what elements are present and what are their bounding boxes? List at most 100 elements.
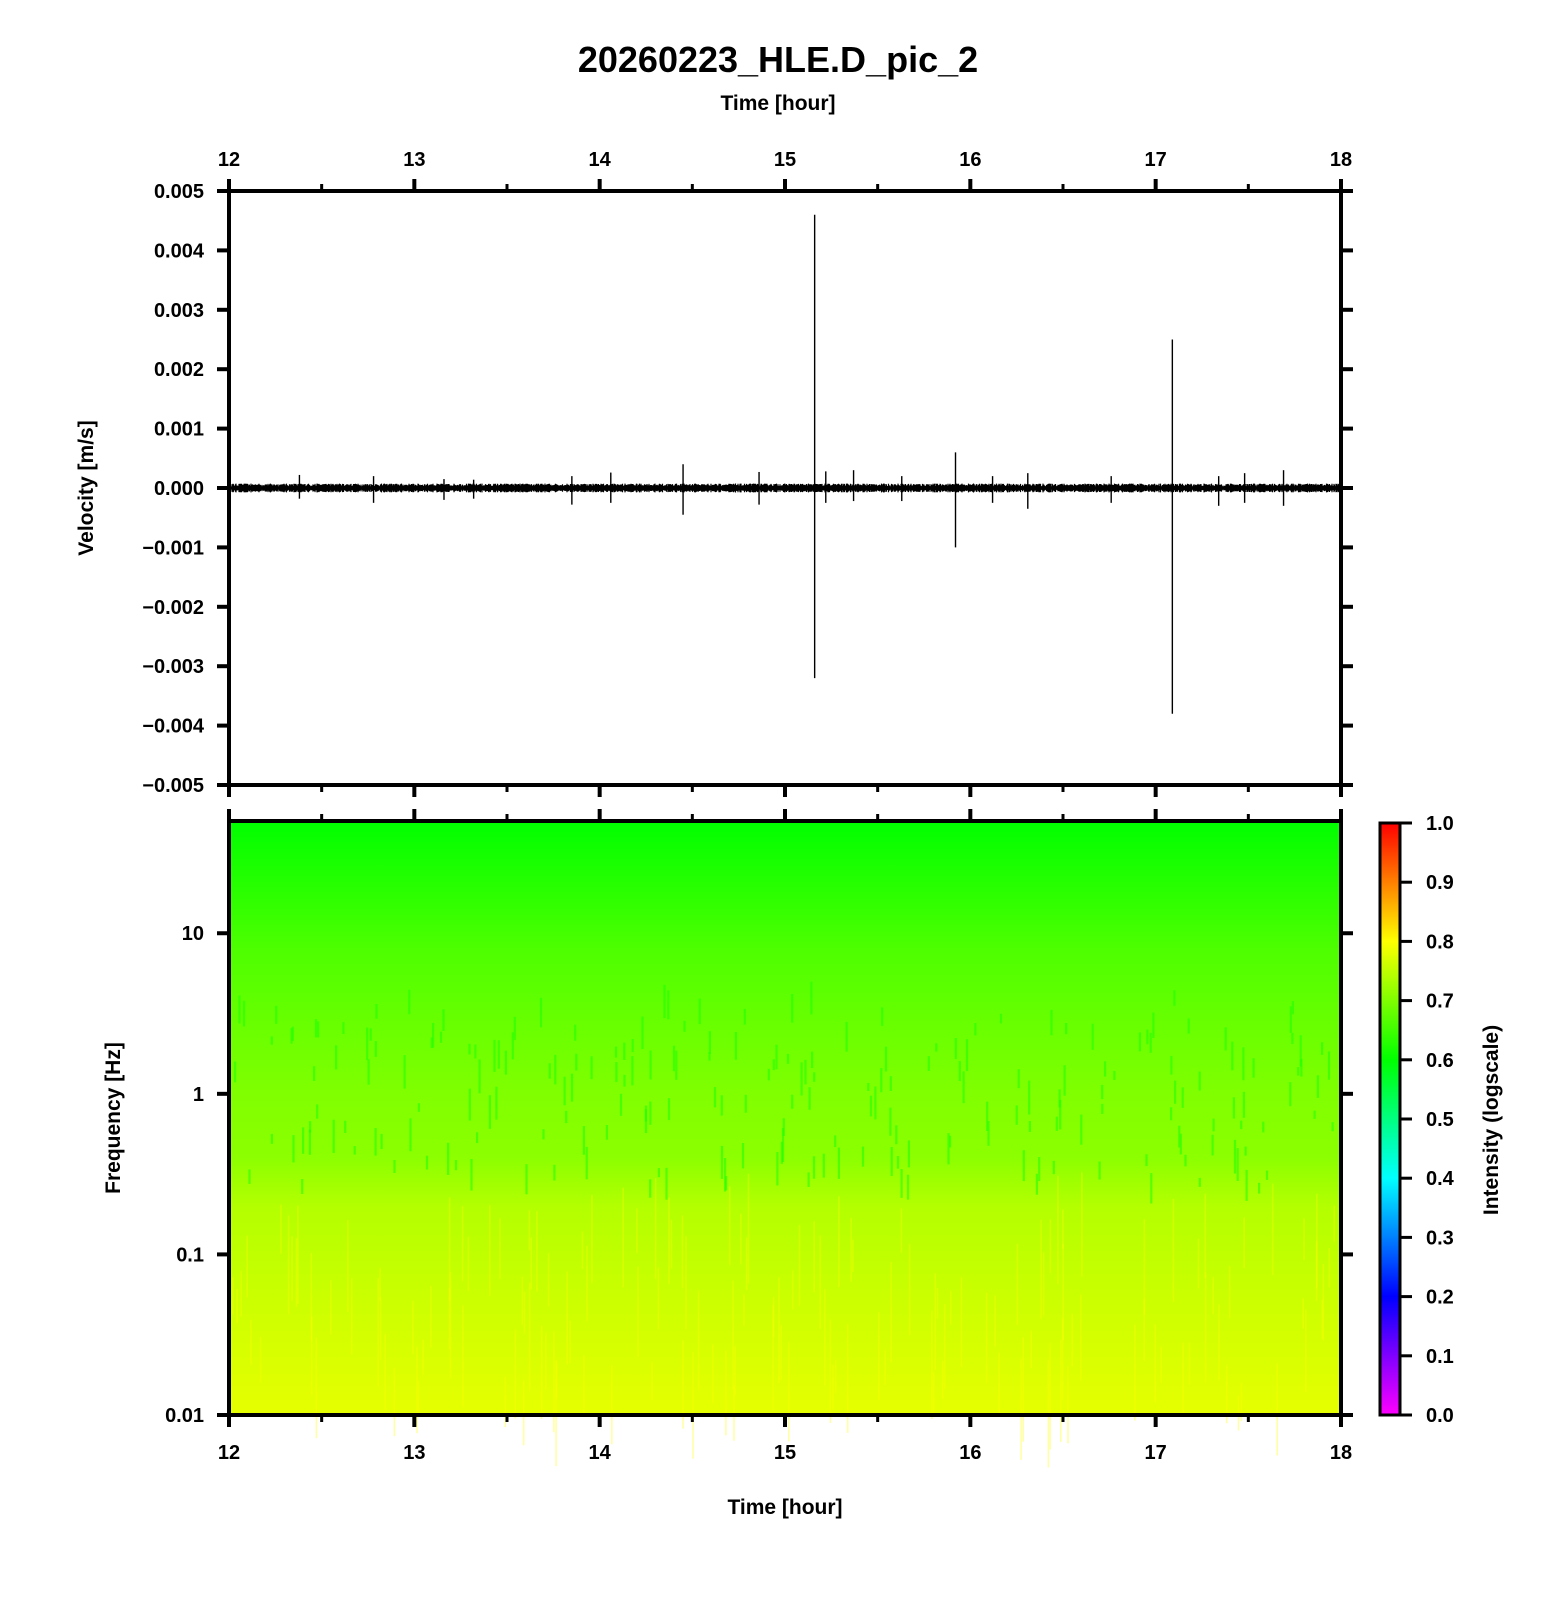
- colorbar-tick-label: 0.2: [1426, 1287, 1454, 1309]
- spectrogram-texture-mark: [740, 1213, 742, 1265]
- spectrogram-texture-mark: [874, 1086, 877, 1120]
- spectrogram-texture-mark: [467, 1236, 470, 1292]
- spectrogram-texture-mark: [813, 1072, 816, 1082]
- spectrogram-texture-mark: [1305, 1309, 1307, 1393]
- spectrogram-texture-mark: [692, 1351, 694, 1459]
- spectrogram-texture-mark: [743, 1294, 745, 1326]
- spectrogram-texture-mark: [994, 1295, 996, 1347]
- spectrogram-texture-mark: [623, 1042, 626, 1060]
- spectrogram-texture-mark: [654, 1178, 657, 1280]
- spectrogram-texture-mark: [846, 1324, 849, 1433]
- spectrogram-texture-mark: [708, 1031, 711, 1054]
- spectrogram-texture-mark: [522, 1380, 525, 1446]
- spectrogram-texture-mark: [999, 1013, 1003, 1024]
- bottom-x-axis-label: Time [hour]: [727, 1496, 842, 1519]
- spectrogram-texture-mark: [292, 1135, 295, 1163]
- spectrogram-texture-mark: [317, 1021, 320, 1038]
- spectrogram-texture-mark: [1061, 1318, 1064, 1400]
- spectrogram-texture-mark: [488, 1095, 491, 1129]
- spectrogram-texture-mark: [861, 1146, 865, 1167]
- spectrogram-texture-mark: [615, 1062, 618, 1083]
- spectrogram-texture-mark: [890, 1262, 892, 1363]
- spectrogram-texture-mark: [819, 1235, 822, 1330]
- spectrogram-texture-mark: [536, 1211, 538, 1292]
- spectrogram-texture-mark: [1160, 1346, 1162, 1383]
- spectrogram-texture-mark: [1042, 1252, 1045, 1316]
- top-x-tick-label: 17: [1145, 149, 1167, 171]
- spectrogram-texture-mark: [555, 1361, 558, 1398]
- spectrogram-texture-mark: [900, 1208, 903, 1254]
- spectrogram-texture-mark: [1244, 1146, 1247, 1156]
- spectrogram-texture-mark: [1322, 1264, 1325, 1341]
- spectrogram-texture-mark: [1059, 1100, 1062, 1130]
- colorbar-label: Intensity (logscale): [1480, 1025, 1503, 1215]
- spectrogram-texture-mark: [1049, 1342, 1051, 1450]
- spectrogram-texture-mark: [725, 1176, 728, 1191]
- bottom-x-tick-label: 16: [959, 1442, 981, 1464]
- velocity-y-axis-label: Velocity [m/s]: [75, 420, 98, 555]
- spectrogram-texture-mark: [1081, 1172, 1083, 1277]
- spectrogram-texture-mark: [907, 1140, 910, 1168]
- spectrogram-texture-mark: [1289, 1006, 1292, 1033]
- colorbar-tick-label: 0.6: [1426, 1050, 1454, 1072]
- spectrogram-texture-mark: [232, 1277, 234, 1315]
- spectrogram-texture-mark: [1178, 1125, 1181, 1148]
- spectrogram-texture-mark: [631, 1039, 634, 1053]
- spectrogram-texture-mark: [743, 1008, 746, 1025]
- spectrogram-texture-mark: [1050, 1009, 1053, 1036]
- spectrogram-texture-mark: [778, 1277, 780, 1383]
- spectrogram-texture-mark: [430, 1037, 433, 1049]
- spectrogram-texture-mark: [767, 1068, 770, 1081]
- spectrogram-texture-mark: [845, 1021, 848, 1052]
- spectrogram-texture-mark: [528, 1210, 531, 1251]
- spectrogram-texture-mark: [605, 1125, 608, 1140]
- spectrogram-texture-mark: [1291, 1001, 1294, 1015]
- spectrogram-texture-mark: [713, 1087, 717, 1108]
- spectrogram-texture-mark: [461, 1206, 464, 1281]
- spectrogram-texture-mark: [1327, 1051, 1331, 1080]
- spectrogram-texture-mark: [425, 1155, 429, 1170]
- spectrogram-texture-mark: [313, 1066, 316, 1081]
- spectrogram-texture-mark: [954, 1038, 957, 1059]
- spectrogram-texture-mark: [1187, 1018, 1190, 1034]
- spectrogram-texture-mark: [1321, 1042, 1324, 1055]
- spectrogram-texture-mark: [1028, 1121, 1031, 1132]
- spectrogram-texture-mark: [1321, 1299, 1324, 1339]
- spectrogram-texture-mark: [889, 1107, 892, 1136]
- spectrogram-texture-mark: [665, 1167, 668, 1200]
- spectrogram-texture-mark: [295, 1238, 298, 1307]
- spectrogram-texture-mark: [791, 1094, 794, 1109]
- velocity-y-tick-label: 0.003: [154, 300, 204, 322]
- spectrogram-texture-mark: [489, 1205, 491, 1297]
- spectrogram-texture-mark: [1188, 1342, 1191, 1385]
- spectrogram-texture-mark: [290, 1028, 293, 1044]
- velocity-y-tick-label: 0.005: [154, 181, 204, 203]
- spectrogram-texture-mark: [291, 1026, 294, 1041]
- spectrogram-texture-mark: [566, 1271, 568, 1365]
- spectrogram-texture-mark: [934, 1273, 937, 1370]
- spectrogram-texture-mark: [1232, 1097, 1235, 1119]
- spectrogram-texture-mark: [958, 1061, 961, 1081]
- spectrogram-texture-mark: [1040, 1219, 1042, 1320]
- spectrogram-texture-mark: [1063, 1065, 1066, 1096]
- frequency-y-tick-label: 0.01: [165, 1405, 204, 1427]
- spectrogram-texture-mark: [375, 1004, 378, 1019]
- spectrogram-texture-mark: [585, 1146, 588, 1180]
- spectrogram-texture-mark: [812, 1156, 816, 1179]
- spectrogram-texture-mark: [667, 990, 670, 1020]
- spectrogram-texture-mark: [1212, 1277, 1214, 1314]
- spectrogram-texture-mark: [590, 1056, 593, 1080]
- spectrogram-texture-mark: [651, 1362, 653, 1400]
- spectrogram-texture-mark: [403, 1055, 406, 1089]
- spectrogram-texture-mark: [530, 1237, 532, 1290]
- spectrogram-texture-mark: [941, 1361, 944, 1399]
- spectrogram-texture-mark: [734, 1032, 737, 1060]
- spectrogram-texture-mark: [539, 997, 543, 1028]
- spectrogram-texture-mark: [682, 1340, 684, 1429]
- spectrogram-texture-mark: [1331, 1122, 1334, 1132]
- spectrogram-texture-mark: [1333, 1205, 1336, 1242]
- spectrogram-texture-mark: [985, 1292, 988, 1383]
- spectrogram-texture-mark: [297, 1205, 299, 1304]
- colorbar-gradient: [1378, 821, 1402, 1417]
- spectrogram-heatmap: [229, 821, 1341, 1415]
